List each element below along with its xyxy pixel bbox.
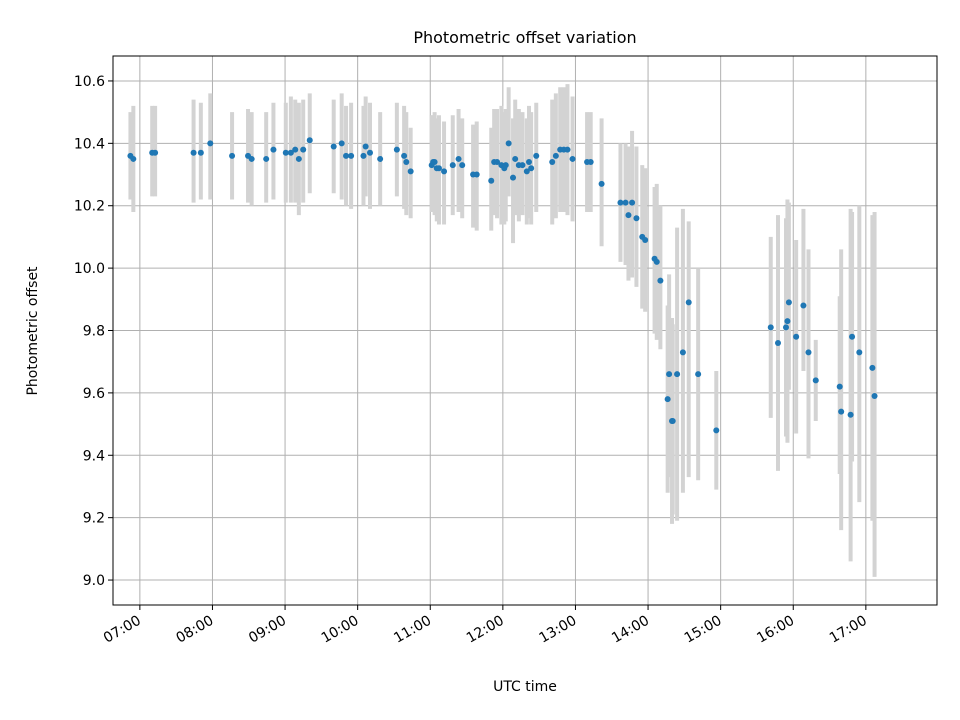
data-point [360, 152, 367, 159]
data-point [775, 339, 782, 346]
data-points [127, 137, 878, 434]
data-point [435, 165, 442, 172]
data-point [685, 299, 692, 306]
data-point [838, 408, 845, 415]
data-point [564, 146, 571, 153]
data-point [523, 168, 530, 175]
y-tick-label: 9.4 [83, 448, 105, 464]
data-point [348, 152, 355, 159]
data-point [229, 152, 236, 159]
data-point [782, 324, 789, 331]
y-tick-label: 10.0 [74, 261, 105, 277]
data-point [403, 159, 410, 166]
chart-title: Photometric offset variation [413, 28, 636, 47]
data-point [533, 152, 540, 159]
data-point [152, 149, 159, 156]
data-point [502, 162, 509, 169]
data-point [525, 159, 532, 166]
data-point [343, 152, 350, 159]
data-point [784, 318, 791, 325]
data-point [587, 159, 594, 166]
data-point [695, 371, 702, 378]
data-point [377, 155, 384, 162]
data-point [362, 143, 369, 150]
data-point [263, 155, 270, 162]
y-tick-label: 9.2 [83, 511, 105, 527]
data-point [287, 149, 294, 156]
data-point [459, 162, 466, 169]
data-point [282, 149, 289, 156]
y-axis-ticks: 9.0 9.2 9.4 9.6 9.8 10.0 10.2 10.4 10.6 [74, 74, 113, 589]
data-point [190, 149, 197, 156]
data-point [306, 137, 313, 144]
data-point [622, 199, 629, 206]
data-point [653, 258, 660, 265]
data-point [869, 364, 876, 371]
data-point [598, 180, 605, 187]
data-point [431, 159, 438, 166]
data-point [812, 377, 819, 384]
data-point [785, 299, 792, 306]
data-point [847, 411, 854, 418]
data-point [674, 371, 681, 378]
data-point [805, 349, 812, 356]
data-point [393, 146, 400, 153]
data-point [248, 155, 255, 162]
y-tick-label: 10.4 [74, 136, 105, 152]
data-point [625, 212, 632, 219]
data-point [519, 162, 526, 169]
data-point [528, 165, 535, 172]
data-point [401, 152, 408, 159]
data-point [295, 155, 302, 162]
data-point [488, 177, 495, 184]
y-tick-label: 10.6 [74, 74, 105, 90]
data-point [642, 237, 649, 244]
y-tick-label: 9.0 [83, 573, 105, 589]
y-tick-label: 10.2 [74, 199, 105, 215]
data-point [669, 417, 676, 424]
x-axis-label: UTC time [493, 679, 557, 695]
data-point [679, 349, 686, 356]
y-tick-label: 9.6 [83, 386, 105, 402]
data-point [666, 371, 673, 378]
data-point [767, 324, 774, 331]
data-point [207, 140, 214, 147]
data-point [617, 199, 624, 206]
data-point [512, 155, 519, 162]
data-point [330, 143, 337, 150]
data-point [300, 146, 307, 153]
y-tick-label: 9.8 [83, 324, 105, 340]
data-point [494, 159, 501, 166]
data-point [270, 146, 277, 153]
data-point [793, 333, 800, 340]
y-axis-label: Photometric offset [25, 266, 41, 396]
data-point [664, 396, 671, 403]
data-point [130, 155, 137, 162]
data-point [510, 174, 517, 181]
data-point [441, 168, 448, 175]
data-point [367, 149, 374, 156]
data-point [657, 277, 664, 284]
data-point [197, 149, 204, 156]
data-point [849, 333, 856, 340]
data-point [633, 215, 640, 222]
data-point [338, 140, 345, 147]
data-point [856, 349, 863, 356]
data-point [871, 393, 878, 400]
data-point [552, 152, 559, 159]
data-point [473, 171, 480, 178]
data-point [549, 159, 556, 166]
data-point [713, 427, 720, 434]
data-point [455, 155, 462, 162]
data-point [292, 146, 299, 153]
data-point [505, 140, 512, 147]
data-point [407, 168, 414, 175]
data-point [800, 302, 807, 309]
data-point [449, 162, 456, 169]
data-point [836, 383, 843, 390]
data-point [629, 199, 636, 206]
data-point [569, 155, 576, 162]
